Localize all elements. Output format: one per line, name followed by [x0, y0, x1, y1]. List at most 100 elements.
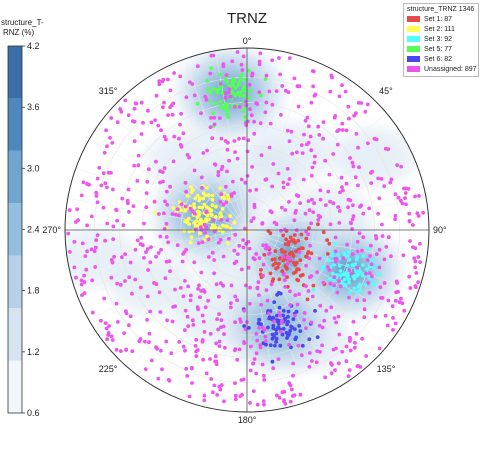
pole-point-unassigned	[376, 176, 381, 181]
pole-point-set-2	[189, 190, 194, 195]
pole-point-unassigned	[336, 205, 340, 209]
pole-point-unassigned	[255, 102, 260, 106]
grid-radial-line	[215, 229, 248, 410]
colorbar-segment	[8, 46, 22, 99]
pole-point-unassigned	[346, 374, 351, 378]
pole-point-unassigned	[283, 88, 288, 93]
pole-point-unassigned	[67, 208, 72, 213]
pole-point-set-3	[363, 282, 368, 287]
pole-point-unassigned	[210, 250, 215, 255]
pole-point-set-2	[197, 198, 202, 203]
pole-point-unassigned	[107, 324, 111, 328]
pole-point-set-2	[202, 202, 207, 207]
pole-point-unassigned	[264, 246, 268, 251]
pole-point-set-2	[194, 219, 199, 223]
pole-point-set-1	[280, 269, 285, 273]
pole-point-set-6	[287, 331, 291, 336]
pole-point-unassigned	[217, 294, 221, 299]
pole-point-unassigned	[355, 364, 360, 368]
pole-point-unassigned	[245, 174, 250, 178]
pole-point-unassigned	[139, 100, 144, 105]
legend: structure_TRNZ 1346 Set 1: 87 Set 2: 111 S…	[403, 3, 479, 77]
pole-point-unassigned	[297, 84, 302, 89]
pole-point-unassigned	[154, 159, 158, 164]
pole-point-unassigned	[332, 316, 337, 320]
pole-point-unassigned	[309, 100, 314, 105]
pole-point-unassigned	[183, 180, 188, 185]
pole-point-unassigned	[241, 54, 246, 59]
pole-point-unassigned	[306, 232, 311, 237]
pole-point-unassigned	[312, 201, 316, 206]
pole-point-unassigned	[243, 226, 247, 231]
legend-swatch	[407, 36, 420, 42]
pole-point-set-1	[276, 265, 280, 270]
pole-point-unassigned	[197, 283, 201, 288]
colorbar-segment	[8, 255, 22, 309]
legend-entry: Set 6: 82	[407, 54, 475, 64]
pole-point-set-2	[210, 226, 214, 230]
pole-point-unassigned	[383, 313, 388, 318]
pole-point-unassigned	[301, 177, 306, 182]
pole-point-unassigned	[260, 221, 265, 225]
pole-point-unassigned	[187, 155, 192, 160]
pole-point-unassigned	[252, 119, 256, 124]
pole-point-unassigned	[349, 271, 354, 276]
pole-point-unassigned	[144, 191, 149, 196]
pole-point-unassigned	[168, 184, 173, 189]
pole-point-unassigned	[332, 275, 337, 280]
pole-point-unassigned	[183, 279, 187, 283]
pole-point-unassigned	[309, 221, 313, 226]
pole-point-unassigned	[193, 227, 198, 232]
pole-point-set-6	[271, 323, 276, 328]
pole-point-unassigned	[166, 113, 170, 117]
pole-point-unassigned	[156, 251, 161, 255]
azimuth-label: 45°	[379, 86, 393, 96]
legend-label: Set 5: 77	[424, 45, 453, 53]
pole-point-unassigned	[338, 284, 343, 289]
pole-point-set-1	[281, 258, 286, 263]
pole-point-unassigned	[79, 282, 84, 287]
pole-point-unassigned	[95, 233, 100, 238]
pole-point-unassigned	[148, 309, 153, 314]
pole-point-set-3	[361, 263, 365, 267]
pole-point-unassigned	[285, 255, 290, 260]
pole-point-unassigned	[175, 207, 180, 212]
pole-point-unassigned	[353, 175, 358, 180]
pole-point-unassigned	[350, 227, 354, 232]
pole-point-unassigned	[407, 274, 412, 279]
pole-point-unassigned	[158, 310, 163, 314]
pole-point-set-3	[321, 264, 326, 269]
pole-point-set-3	[345, 263, 350, 268]
pole-point-set-3	[354, 269, 359, 274]
pole-point-set-2	[183, 208, 188, 213]
pole-point-set-2	[226, 193, 231, 198]
pole-point-unassigned	[363, 109, 368, 114]
pole-point-set-1	[262, 253, 267, 257]
pole-point-set-1	[307, 226, 311, 231]
pole-point-unassigned	[101, 171, 106, 176]
pole-point-set-3	[355, 257, 359, 262]
pole-point-unassigned	[216, 173, 221, 178]
pole-point-unassigned	[393, 192, 398, 197]
pole-point-unassigned	[201, 151, 206, 155]
pole-point-unassigned	[198, 295, 202, 300]
pole-point-unassigned	[258, 51, 263, 56]
grid-radial-line	[89, 229, 248, 322]
pole-point-unassigned	[379, 296, 383, 300]
pole-point-unassigned	[268, 209, 273, 214]
pole-point-set-6	[280, 332, 285, 337]
pole-point-unassigned	[95, 176, 100, 181]
pole-point-set-6	[274, 340, 278, 344]
pole-point-set-6	[268, 343, 273, 348]
pole-point-unassigned	[346, 197, 351, 202]
pole-point-unassigned	[233, 320, 238, 325]
pole-point-unassigned	[331, 347, 336, 352]
pole-point-unassigned	[245, 149, 250, 154]
azimuth-label: 180°	[238, 415, 257, 425]
pole-point-unassigned	[172, 134, 177, 139]
pole-point-unassigned	[316, 218, 321, 222]
pole-point-unassigned	[224, 73, 229, 78]
pole-point-unassigned	[212, 115, 217, 120]
pole-point-unassigned	[244, 123, 249, 127]
pole-point-unassigned	[327, 268, 332, 272]
